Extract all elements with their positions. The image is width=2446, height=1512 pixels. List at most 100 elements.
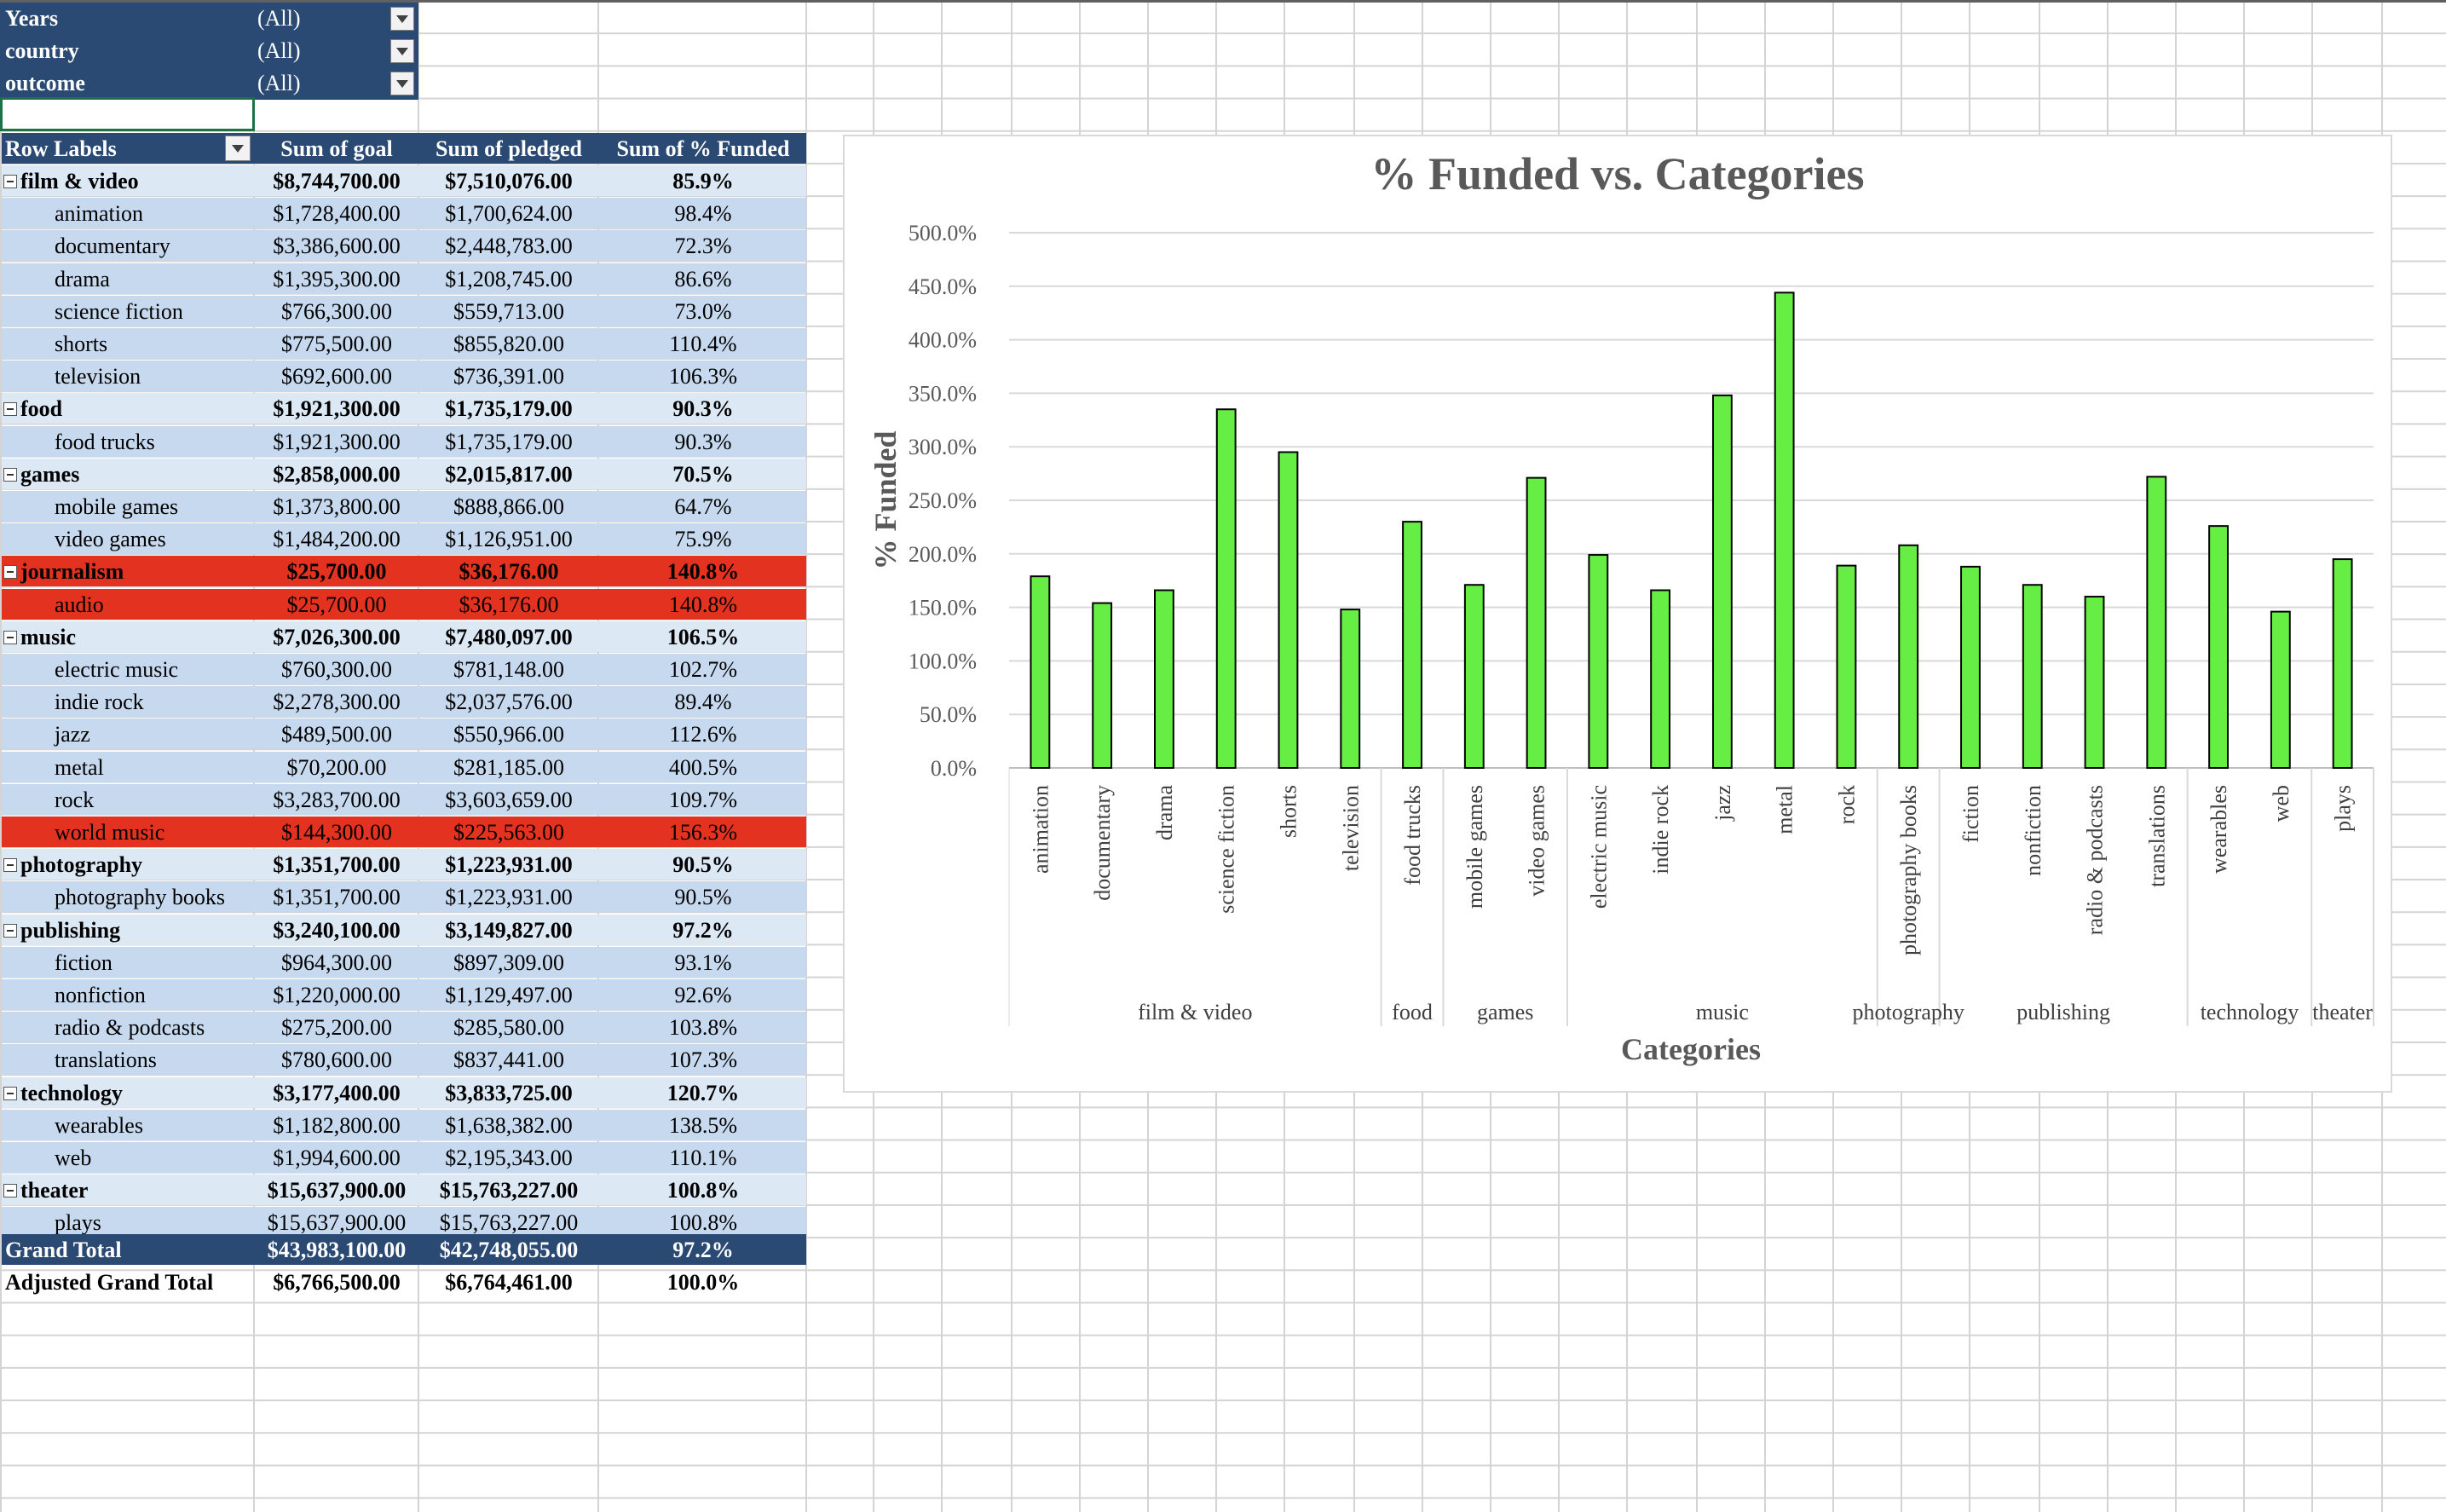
pivot-subcategory-row: shorts $775,500.00 $855,820.00 110.4% [2, 328, 806, 359]
adjusted-total-pledged: $6,764,461.00 [445, 1270, 573, 1295]
row-label-text: theater [20, 1178, 89, 1203]
row-label-text: radio & podcasts [55, 1015, 205, 1041]
collapse-icon[interactable] [3, 175, 17, 189]
goal-cell: $144,300.00 [281, 820, 392, 845]
pledged-cell: $2,037,576.00 [445, 690, 573, 715]
filter-dropdown-button[interactable] [390, 7, 414, 31]
row-label-text: translations [55, 1047, 157, 1073]
sum-funded-header: Sum of % Funded [616, 136, 790, 161]
pledged-cell: $1,126,951.00 [445, 527, 573, 552]
funded-cell: 102.7% [668, 657, 738, 682]
row-label-cell: metal [55, 752, 104, 783]
row-label-cell: nonfiction [55, 979, 146, 1011]
collapse-icon[interactable] [3, 1184, 17, 1198]
filter-value: (All) [257, 38, 301, 63]
filter-dropdown-button[interactable] [390, 39, 414, 63]
filter-value: (All) [257, 6, 301, 31]
row-label-cell: wearables [55, 1110, 143, 1141]
funded-chart[interactable]: % Funded vs. Categories 0.0% 50.0% 100.0% 15… [843, 135, 2392, 1093]
sum-goal-header: Sum of goal [280, 136, 393, 161]
x-group-label: games [1477, 1000, 1533, 1024]
bar [1650, 589, 1671, 770]
pledged-cell: $1,638,382.00 [445, 1112, 573, 1138]
bar [2084, 596, 2105, 769]
x-tick-label: food trucks [1400, 785, 1425, 886]
pivot-subcategory-row: drama $1,395,300.00 $1,208,745.00 86.6% [2, 263, 806, 294]
y-tick-label: 450.0% [909, 274, 977, 299]
goal-cell: $1,351,700.00 [273, 852, 401, 878]
x-group-label: food [1392, 1000, 1433, 1024]
bar [1898, 544, 1919, 769]
pledged-cell: $888,866.00 [453, 494, 564, 519]
pledged-cell: $1,129,497.00 [445, 983, 573, 1007]
goal-cell: $3,386,600.00 [273, 234, 401, 259]
filter-label: Years [5, 6, 59, 31]
row-label-cell: mobile games [55, 491, 178, 522]
pledged-cell: $3,603,659.00 [445, 787, 573, 812]
collapse-icon[interactable] [3, 467, 17, 482]
collapse-icon[interactable] [3, 923, 17, 938]
filter-value: (All) [257, 71, 301, 95]
row-label-cell: jazz [55, 718, 90, 750]
row-label-text: music [20, 624, 76, 649]
x-tick-label: drama [1152, 785, 1177, 840]
pivot-subcategory-row: metal $70,200.00 $281,185.00 400.5% [2, 751, 806, 783]
bar [1463, 584, 1485, 769]
collapse-icon[interactable] [3, 1086, 17, 1100]
collapse-icon[interactable] [3, 565, 17, 580]
pledged-cell: $3,149,827.00 [445, 917, 573, 943]
pledged-cell: $281,185.00 [453, 754, 564, 780]
pledged-cell: $550,966.00 [453, 722, 564, 747]
funded-cell: 100.8% [668, 1210, 738, 1236]
filter-dropdown-button[interactable] [390, 72, 414, 95]
bar [1588, 554, 1609, 769]
pivot-subcategory-row: nonfiction $1,220,000.00 $1,129,497.00 92.6… [2, 979, 806, 1010]
collapse-icon[interactable] [3, 858, 17, 873]
row-label-text: technology [20, 1080, 123, 1105]
row-labels-filter-button[interactable] [225, 136, 251, 161]
bar [1526, 476, 1547, 769]
funded-cell: 75.9% [674, 527, 732, 552]
funded-cell: 90.3% [674, 429, 732, 454]
row-label-cell: science fiction [55, 296, 183, 327]
pledged-cell: $36,176.00 [459, 559, 559, 585]
bar [2146, 476, 2167, 769]
x-tick-label: wearables [2207, 785, 2231, 874]
funded-cell: 100.8% [666, 1178, 740, 1203]
pivot-category-row: publishing $3,240,100.00 $3,149,827.00 97.2… [2, 914, 806, 945]
collapse-icon[interactable] [3, 630, 17, 644]
pivot-subcategory-row: plays $15,637,900.00 $15,763,227.00 100.8% [2, 1207, 806, 1238]
pledged-cell: $36,176.00 [459, 592, 559, 617]
pivot-category-row: games $2,858,000.00 $2,015,817.00 70.5% [2, 458, 806, 489]
pivot-category-row: theater $15,637,900.00 $15,763,227.00 100.8… [2, 1174, 806, 1206]
x-tick-label: mobile games [1462, 785, 1487, 909]
funded-cell: 106.5% [666, 624, 740, 649]
adjusted-total-label: Adjusted Grand Total [5, 1270, 214, 1295]
row-label-cell: web [55, 1142, 91, 1174]
pledged-cell: $2,015,817.00 [445, 461, 573, 487]
goal-cell: $25,700.00 [286, 559, 387, 585]
pivot-category-row: film & video $8,744,700.00 $7,510,076.00 85… [2, 165, 806, 196]
sheet-top-border [0, 0, 2446, 3]
bar [1092, 602, 1113, 769]
pivot-subcategory-row: indie rock $2,278,300.00 $2,037,576.00 89.4… [2, 686, 806, 718]
filter-row-outcome: outcome (All) [0, 67, 418, 100]
row-label-cell: technology [0, 1077, 123, 1109]
goal-cell: $1,182,800.00 [273, 1112, 401, 1138]
row-label-cell: film & video [0, 165, 139, 197]
pledged-cell: $1,208,745.00 [445, 266, 573, 291]
pledged-cell: $1,223,931.00 [445, 885, 573, 910]
selected-cell[interactable] [0, 97, 255, 131]
pivot-category-row: food $1,921,300.00 $1,735,179.00 90.3% [2, 393, 806, 424]
bar [1960, 565, 1981, 770]
row-label-text: photography [20, 852, 143, 878]
goal-cell: $1,395,300.00 [273, 266, 401, 291]
row-label-text: games [20, 461, 80, 487]
pivot-subcategory-row: electric music $760,300.00 $781,148.00 102.… [2, 654, 806, 684]
pivot-subcategory-row: mobile games $1,373,800.00 $888,866.00 64.7… [2, 491, 806, 522]
pivot-subcategory-row: translations $780,600.00 $837,441.00 107.3% [2, 1044, 806, 1076]
y-tick-label: 300.0% [909, 435, 977, 459]
collapse-icon[interactable] [3, 402, 17, 417]
pledged-cell: $855,820.00 [453, 332, 564, 356]
row-label-text: documentary [55, 234, 170, 259]
